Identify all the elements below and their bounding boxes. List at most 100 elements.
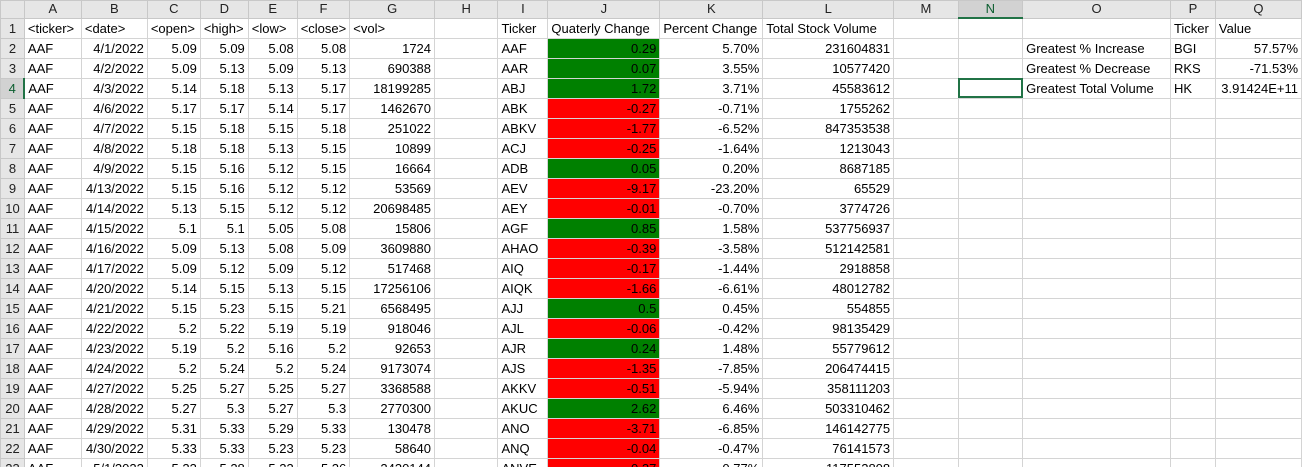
cell-c21[interactable]: 5.31: [146, 417, 201, 439]
cell-o15[interactable]: [1022, 297, 1171, 319]
cell-m21[interactable]: [893, 417, 959, 439]
cell-m13[interactable]: [893, 257, 959, 279]
cell-n2[interactable]: [957, 37, 1024, 59]
column-header-h[interactable]: H: [434, 0, 499, 19]
cell-h6[interactable]: [434, 117, 499, 139]
cell-k2[interactable]: 5.70%: [659, 37, 764, 59]
cell-a22[interactable]: AAF: [23, 437, 82, 459]
cell-i20[interactable]: AKUC: [497, 397, 549, 419]
cell-h8[interactable]: [434, 157, 499, 179]
cell-e5[interactable]: 5.14: [247, 97, 298, 119]
row-header-23[interactable]: 23: [0, 457, 25, 467]
cell-o18[interactable]: [1022, 357, 1171, 379]
cell-c14[interactable]: 5.14: [146, 277, 201, 299]
cell-f12[interactable]: 5.09: [296, 237, 351, 259]
cell-l7[interactable]: 1213043: [762, 137, 895, 159]
row-header-18[interactable]: 18: [0, 357, 25, 379]
cell-k19[interactable]: -5.94%: [659, 377, 764, 399]
cell-i12[interactable]: AHAO: [497, 237, 549, 259]
cell-c19[interactable]: 5.25: [146, 377, 201, 399]
cell-i16[interactable]: AJL: [497, 317, 549, 339]
cell-f8[interactable]: 5.15: [296, 157, 351, 179]
cell-b7[interactable]: 4/8/2022: [80, 137, 148, 159]
cell-a5[interactable]: AAF: [23, 97, 82, 119]
column-header-c[interactable]: C: [146, 0, 201, 19]
cell-n17[interactable]: [957, 337, 1024, 359]
cell-j8[interactable]: 0.05: [547, 157, 661, 179]
cell-p17[interactable]: [1169, 337, 1216, 359]
cell-k4[interactable]: 3.71%: [659, 77, 764, 99]
cell-i23[interactable]: ANVE: [497, 457, 549, 467]
column-header-g[interactable]: G: [349, 0, 436, 19]
cell-m19[interactable]: [893, 377, 959, 399]
cell-d7[interactable]: 5.18: [199, 137, 249, 159]
cell-h13[interactable]: [434, 257, 499, 279]
cell-j10[interactable]: -0.01: [547, 197, 661, 219]
cell-p21[interactable]: [1169, 417, 1216, 439]
cell-h7[interactable]: [434, 137, 499, 159]
cell-b3[interactable]: 4/2/2022: [80, 57, 148, 79]
cell-b8[interactable]: 4/9/2022: [80, 157, 148, 179]
cell-d23[interactable]: 5.28: [199, 457, 249, 467]
cell-n12[interactable]: [957, 237, 1024, 259]
cell-e7[interactable]: 5.13: [247, 137, 298, 159]
cell-l9[interactable]: 65529: [762, 177, 895, 199]
cell-a1[interactable]: <ticker>: [23, 17, 82, 39]
active-cell[interactable]: [957, 77, 1024, 99]
cell-d16[interactable]: 5.22: [199, 317, 249, 339]
cell-p11[interactable]: [1169, 217, 1216, 239]
cell-c5[interactable]: 5.17: [146, 97, 201, 119]
cell-q22[interactable]: [1214, 437, 1302, 459]
cell-f7[interactable]: 5.15: [296, 137, 351, 159]
column-header-l[interactable]: L: [762, 0, 895, 19]
cell-q9[interactable]: [1214, 177, 1302, 199]
cell-k18[interactable]: -7.85%: [659, 357, 764, 379]
row-header-21[interactable]: 21: [0, 417, 25, 439]
cell-b13[interactable]: 4/17/2022: [80, 257, 148, 279]
cell-p23[interactable]: [1169, 457, 1216, 467]
cell-e23[interactable]: 5.23: [247, 457, 298, 467]
row-header-12[interactable]: 12: [0, 237, 25, 259]
cell-h23[interactable]: [434, 457, 499, 467]
cell-h9[interactable]: [434, 177, 499, 199]
select-all-corner[interactable]: [0, 0, 25, 19]
cell-n21[interactable]: [957, 417, 1024, 439]
cell-q8[interactable]: [1214, 157, 1302, 179]
cell-m8[interactable]: [893, 157, 959, 179]
cell-h4[interactable]: [434, 77, 499, 99]
cell-k13[interactable]: -1.44%: [659, 257, 764, 279]
cell-e10[interactable]: 5.12: [247, 197, 298, 219]
cell-k9[interactable]: -23.20%: [659, 177, 764, 199]
cell-p15[interactable]: [1169, 297, 1216, 319]
cell-e8[interactable]: 5.12: [247, 157, 298, 179]
cell-o6[interactable]: [1022, 117, 1171, 139]
cell-l21[interactable]: 146142775: [762, 417, 895, 439]
cell-q20[interactable]: [1214, 397, 1302, 419]
cell-q16[interactable]: [1214, 317, 1302, 339]
cell-g17[interactable]: 92653: [349, 337, 436, 359]
cell-o1[interactable]: [1022, 17, 1171, 39]
cell-f14[interactable]: 5.15: [296, 277, 351, 299]
cell-d1[interactable]: <high>: [199, 17, 249, 39]
cell-f13[interactable]: 5.12: [296, 257, 351, 279]
cell-m5[interactable]: [893, 97, 959, 119]
cell-m3[interactable]: [893, 57, 959, 79]
cell-e11[interactable]: 5.05: [247, 217, 298, 239]
cell-g10[interactable]: 20698485: [349, 197, 436, 219]
cell-h15[interactable]: [434, 297, 499, 319]
cell-k16[interactable]: -0.42%: [659, 317, 764, 339]
cell-k1[interactable]: Percent Change: [659, 17, 764, 39]
cell-k5[interactable]: -0.71%: [659, 97, 764, 119]
cell-n23[interactable]: [957, 457, 1024, 467]
cell-p22[interactable]: [1169, 437, 1216, 459]
column-header-d[interactable]: D: [199, 0, 249, 19]
cell-i19[interactable]: AKKV: [497, 377, 549, 399]
cell-d6[interactable]: 5.18: [199, 117, 249, 139]
cell-h18[interactable]: [434, 357, 499, 379]
cell-b12[interactable]: 4/16/2022: [80, 237, 148, 259]
cell-i8[interactable]: ADB: [497, 157, 549, 179]
cell-e22[interactable]: 5.23: [247, 437, 298, 459]
cell-n14[interactable]: [957, 277, 1024, 299]
cell-g19[interactable]: 3368588: [349, 377, 436, 399]
cell-e19[interactable]: 5.25: [247, 377, 298, 399]
